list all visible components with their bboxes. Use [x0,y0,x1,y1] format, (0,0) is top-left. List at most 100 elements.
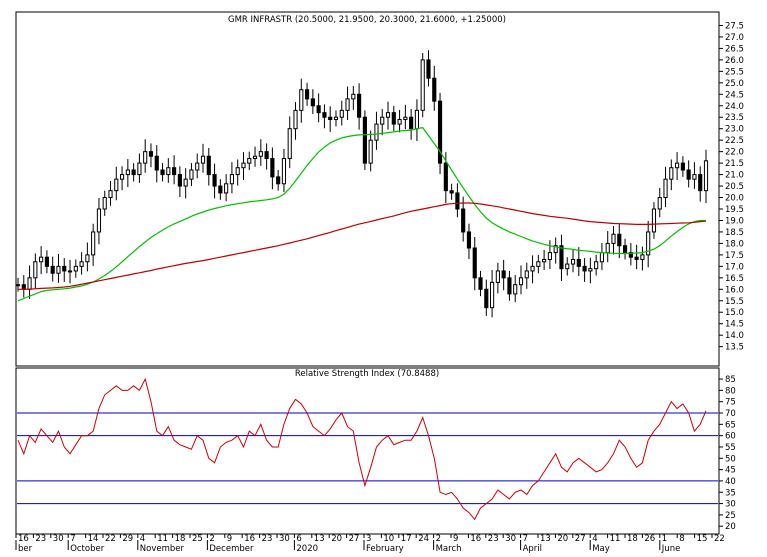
price-bar [195,162,200,171]
price-y-tick-label: 16.5 [725,274,744,284]
price-y-tick-label: 24.0 [725,102,744,112]
x-month-label: June [661,544,681,554]
price-y-tick-label: 15.5 [725,297,744,307]
price-bar [258,151,263,157]
price-bar [212,174,217,187]
moving-average-lines [17,126,707,302]
price-bar [114,178,119,192]
price-bar [414,109,420,130]
price-bar [646,231,651,256]
x-day-label: 18 [175,534,186,544]
price-y-tick-label: 18.5 [725,228,744,238]
price-bar [553,245,558,254]
price-bar [490,281,495,309]
price-bar [559,245,564,270]
price-y-tick-label: 25.5 [725,67,744,77]
price-y-tick-label: 27.0 [725,33,744,43]
price-bar [172,167,177,176]
price-bar [56,265,61,274]
price-bar [634,256,639,260]
x-day-label: 20 [331,534,342,544]
price-bar [148,151,154,157]
x-day-label: 2 [209,534,214,544]
x-day-label: 7 [70,534,75,544]
price-bar [27,277,32,290]
price-bar [102,197,107,210]
x-day-label: 1 [662,534,667,544]
price-bar [542,258,547,263]
price-bar [241,162,246,169]
price-y-tick-label: 13.5 [725,343,744,353]
price-bar [322,112,327,118]
price-bar [536,261,541,267]
rsi-y-tick-label: 80 [725,386,736,396]
price-bar [229,174,234,185]
rsi-y-tick-label: 50 [725,454,736,464]
price-bar [703,160,709,192]
rsi-y-tick-label: 55 [725,443,736,453]
x-day-label: 22 [105,534,116,544]
price-bar [692,174,697,180]
price-bar [524,270,529,279]
price-bar [582,265,587,272]
x-day-label: 3 [366,534,371,544]
rsi-y-tick-label: 70 [725,409,736,419]
price-bar [663,178,668,199]
x-day-label: 2 [436,534,441,544]
x-day-label: 29 [122,534,133,544]
price-bar [409,116,414,130]
price-bar [385,112,391,118]
price-bar [91,231,96,256]
price-bar [466,231,472,249]
price-bar [617,233,622,247]
rsi-series-line [17,377,707,521]
x-day-label: 6 [296,534,301,544]
price-bar [166,167,171,176]
price-bar [675,162,680,169]
price-bar [368,139,373,164]
price-panel [15,11,720,367]
price-bar [108,190,113,199]
x-day-label: 26 [644,534,655,544]
price-bar [200,155,206,164]
x-day-label: 23 [488,534,499,544]
price-bar [495,270,500,283]
price-bar [270,158,275,178]
x-day-label: 27 [349,534,360,544]
price-bar [397,119,402,125]
price-y-tick-label: 24.5 [725,90,744,100]
price-bar [507,277,512,295]
price-bar [79,261,84,267]
price-bar [622,245,628,254]
price-bar [96,208,102,233]
price-bar [183,178,188,187]
price-bar [351,93,356,100]
x-day-label: 13 [314,534,325,544]
x-day-label: 4 [140,534,145,544]
rsi-y-tick-label: 65 [725,420,736,430]
price-bar [640,254,645,260]
rsi-y-tick-label: 45 [725,466,736,476]
rsi-y-tick-label: 35 [725,488,736,498]
moving-average-line [17,126,706,302]
price-y-tick-label: 20.0 [725,194,744,204]
price-bar [328,116,333,121]
x-month-label: December [209,544,254,554]
x-day-label: 9 [453,534,458,544]
price-bar [137,162,142,176]
x-day-label: 16 [244,534,255,544]
price-bar [143,151,148,164]
price-bar [247,158,252,164]
price-y-tick-label: 23.5 [725,113,744,123]
price-bar [501,270,506,279]
price-bar [304,89,310,100]
rsi-y-tick-label: 40 [725,477,736,487]
price-bar [362,116,367,164]
price-bar [316,105,321,114]
x-month-label: March [436,544,462,554]
price-bar [513,284,518,295]
rsi-chart-title: Relative Strength Index (70.8488) [295,369,439,379]
price-bar [651,208,657,233]
x-day-label: 20 [557,534,568,544]
